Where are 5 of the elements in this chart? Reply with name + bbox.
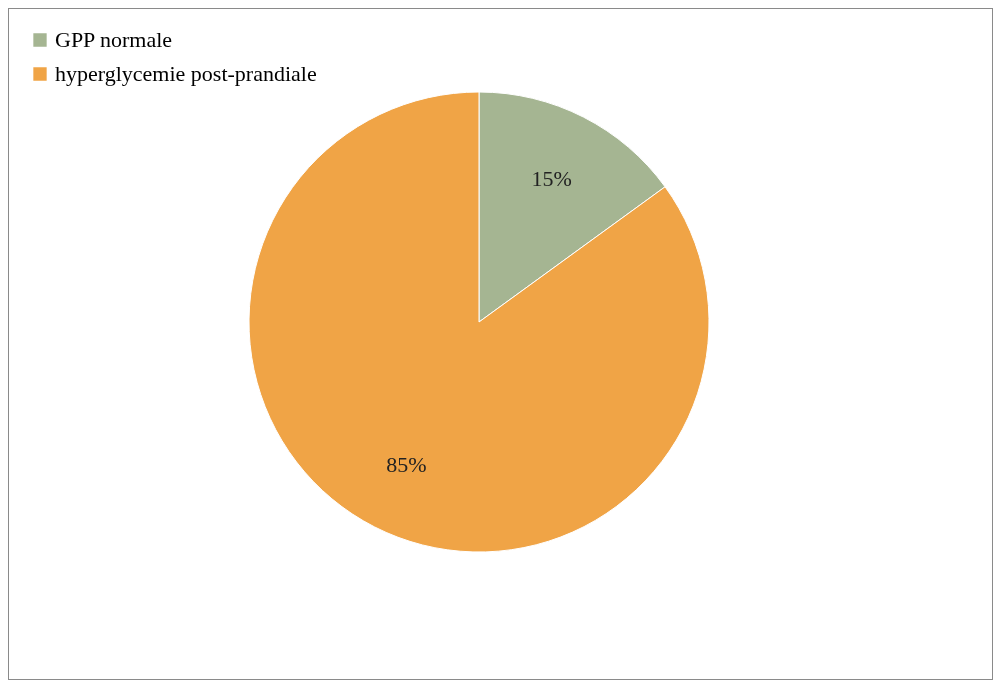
- legend-label: GPP normale: [55, 27, 173, 52]
- data-label: 15%: [531, 166, 572, 192]
- legend-label: hyperglycemie post-prandiale: [55, 61, 317, 86]
- pie-slice: [248, 91, 710, 553]
- data-label: 85%: [386, 451, 427, 477]
